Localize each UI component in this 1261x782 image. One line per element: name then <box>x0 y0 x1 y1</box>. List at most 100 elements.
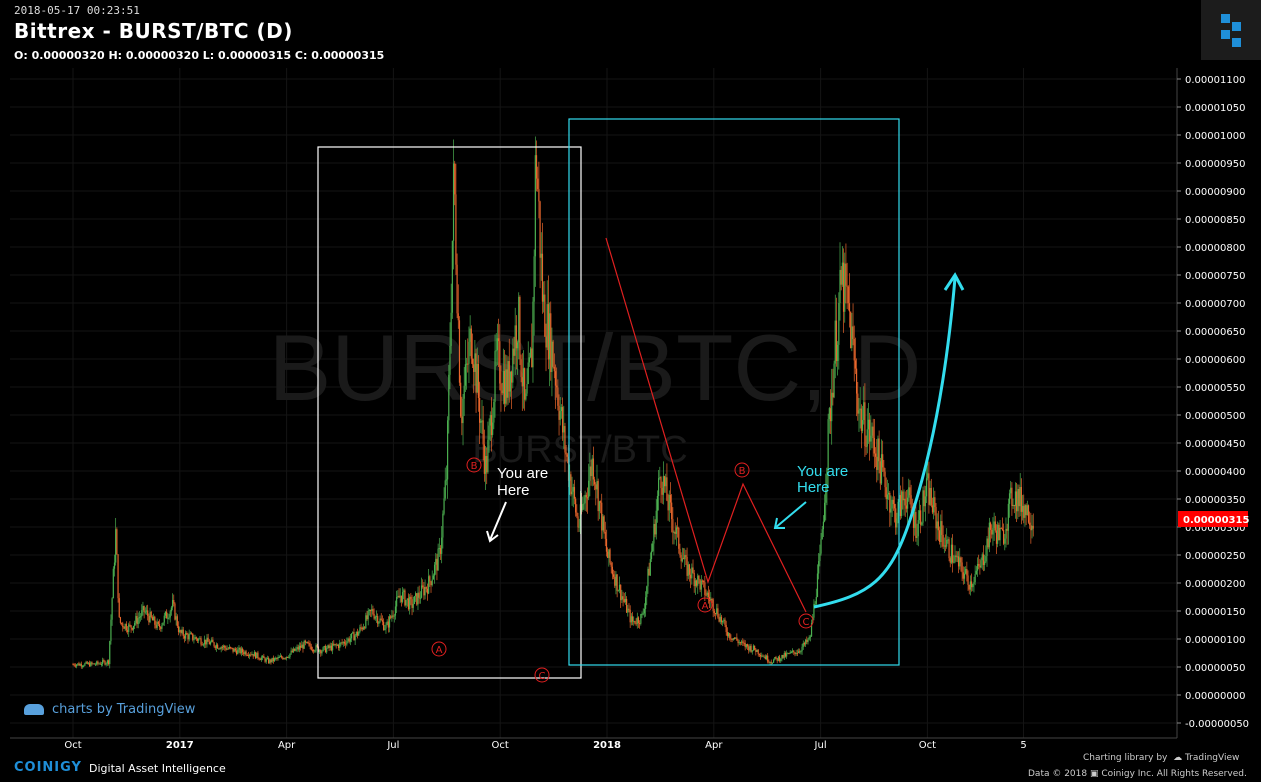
candle-body <box>160 626 162 629</box>
candle-body <box>917 520 919 537</box>
candle-body <box>234 648 237 651</box>
candle-body <box>481 420 483 422</box>
candle-body <box>621 596 623 601</box>
candle-body <box>401 592 404 602</box>
candle-body <box>531 348 533 368</box>
candle-body <box>1013 504 1015 507</box>
candle-body <box>909 487 911 496</box>
candle-body <box>185 632 187 639</box>
candle-body <box>869 419 871 442</box>
candle-body <box>207 637 209 642</box>
candle-body <box>233 648 235 652</box>
candle-body <box>948 539 950 559</box>
candle-body <box>335 644 337 646</box>
x-tick-label: 2017 <box>166 740 194 751</box>
candle-body <box>476 363 478 393</box>
candle-body <box>404 590 406 606</box>
candle-body <box>963 573 966 579</box>
candle-body <box>135 616 137 623</box>
candle-body <box>291 650 293 653</box>
candle-body <box>461 416 463 424</box>
candle-body <box>420 585 423 598</box>
x-tick-label: 5 <box>1020 740 1026 751</box>
candle-body <box>870 435 872 442</box>
coinigy-logo-icon[interactable] <box>1201 0 1261 60</box>
candle-body <box>247 655 250 657</box>
candle-body <box>288 657 290 659</box>
candle-body <box>281 656 283 658</box>
projection-red-line <box>605 237 807 613</box>
candle-body <box>254 652 257 659</box>
candle-body <box>378 622 380 624</box>
candle-body <box>888 492 890 495</box>
y-tick-label: 0.00000850 <box>1185 215 1245 226</box>
candle-body <box>724 619 726 626</box>
candle-body <box>106 660 108 664</box>
candle-body <box>611 566 613 575</box>
candle-body <box>873 438 875 454</box>
candle-body <box>967 575 969 585</box>
candle-body <box>788 653 790 655</box>
candle-body <box>289 653 291 658</box>
candle-body <box>831 392 833 422</box>
candle-body <box>819 553 821 562</box>
candle-body <box>877 438 879 470</box>
candle-body <box>311 649 314 651</box>
candle-body <box>743 642 745 644</box>
candle-body <box>908 487 910 498</box>
candle-body <box>548 313 551 360</box>
candle-body <box>365 615 367 629</box>
candle-body <box>949 558 951 563</box>
candle-body <box>729 633 731 639</box>
candle-body <box>454 163 456 195</box>
candle-body <box>460 382 462 417</box>
candle-body <box>867 419 870 430</box>
candle-body <box>533 256 535 302</box>
candle-body <box>413 596 416 604</box>
candle-body <box>732 637 734 640</box>
candle-body <box>552 341 554 367</box>
candle-body <box>598 501 600 512</box>
candle-body <box>818 561 820 574</box>
candle-body <box>337 644 340 648</box>
candle-body <box>906 497 909 509</box>
candle-body <box>180 630 182 633</box>
coinigy-brand[interactable]: COINIGY <box>14 760 82 775</box>
candle-body <box>441 537 443 554</box>
candle-body <box>710 599 712 602</box>
candle-body <box>406 598 408 600</box>
candle-body <box>142 606 144 611</box>
candle-body <box>719 616 721 622</box>
library-credit: Charting library by ☁ TradingView <box>1083 753 1240 763</box>
candle-body <box>278 657 280 659</box>
candle-body <box>456 264 458 314</box>
candle-body <box>796 652 798 654</box>
candle-body <box>827 419 829 468</box>
candle-body <box>405 599 407 606</box>
x-tick-label: Jul <box>814 740 827 751</box>
candle-body <box>218 648 220 650</box>
candle-body <box>1031 525 1033 531</box>
candle-body <box>246 655 248 657</box>
candle-body <box>966 569 968 576</box>
candle-body <box>814 603 816 605</box>
candle-body <box>806 639 808 643</box>
candle-body <box>968 584 970 590</box>
y-tick-label: 0.00000350 <box>1185 495 1245 506</box>
candle-body <box>695 580 698 586</box>
cyan-range-box <box>568 118 900 666</box>
tradingview-badge[interactable]: charts by TradingView <box>24 702 195 717</box>
candle-body <box>307 641 309 644</box>
candle-body <box>810 622 813 637</box>
candle-body <box>212 639 214 643</box>
candle-body <box>87 662 90 664</box>
candle-body <box>667 500 669 511</box>
candle-body <box>528 357 531 363</box>
candle-body <box>381 620 384 622</box>
candle-body <box>131 628 133 630</box>
candle-body <box>659 477 661 479</box>
candle-body <box>465 363 468 365</box>
candle-body <box>730 638 732 640</box>
candle-body <box>511 371 513 383</box>
